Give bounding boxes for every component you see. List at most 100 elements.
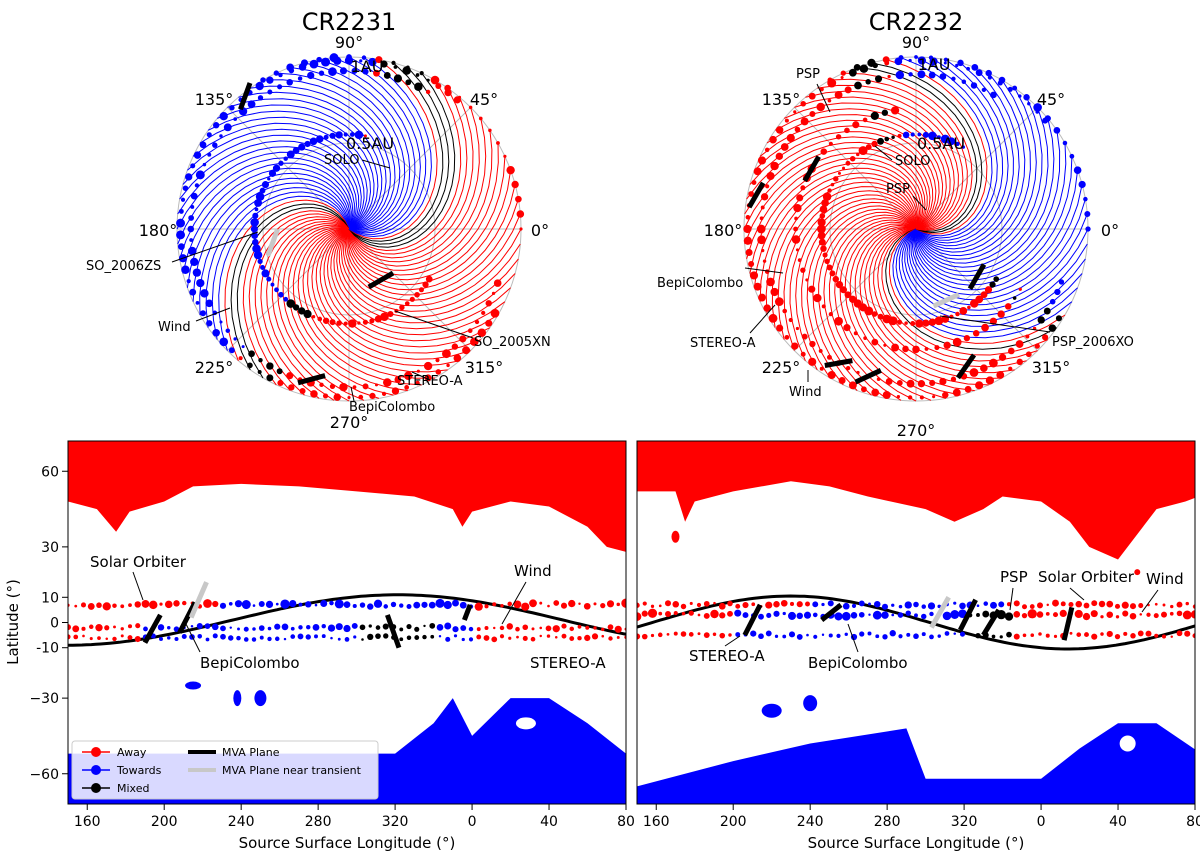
track-point (758, 293, 766, 302)
track-point (190, 257, 199, 267)
footpoint (773, 610, 780, 617)
track-point (381, 391, 387, 396)
footpoint (1139, 613, 1143, 616)
track-point (887, 74, 891, 79)
track-point (212, 142, 218, 148)
track-point (1018, 94, 1022, 98)
footpoint (681, 611, 686, 616)
footpoint (1154, 602, 1158, 606)
footpoint (742, 601, 749, 609)
footpoint (164, 600, 173, 609)
footpoint (868, 613, 871, 616)
field-line (915, 118, 1055, 272)
track-point (253, 250, 263, 260)
footpoint (476, 634, 482, 640)
angle-label-135: 135° (762, 90, 801, 109)
polarity-patch (803, 695, 818, 712)
track-point (952, 337, 962, 347)
track-point (247, 362, 253, 369)
footpoint (343, 601, 351, 608)
footpoint (858, 611, 865, 618)
track-point (975, 295, 984, 304)
field-line (898, 228, 1083, 327)
track-point (800, 267, 806, 273)
footpoint (243, 626, 249, 632)
field-line (302, 228, 436, 379)
mva-plane-transient (265, 228, 280, 257)
footpoint (621, 598, 626, 608)
track-point (922, 131, 929, 138)
track-point (1078, 180, 1086, 189)
track-point (837, 171, 841, 175)
track-point (840, 75, 844, 80)
footpoint (453, 634, 458, 638)
sc-label-psp2006xo: PSP_2006XO (1052, 335, 1134, 350)
track-point (298, 307, 306, 315)
footpoint (1074, 609, 1083, 619)
footpoint (220, 633, 226, 640)
field-line (347, 170, 512, 286)
field-line (859, 227, 989, 386)
track-point (981, 87, 987, 93)
footpoint (1170, 604, 1174, 609)
track-point (757, 235, 766, 245)
track-point (998, 76, 1006, 84)
track-point (989, 358, 998, 368)
footpoint (658, 611, 663, 616)
footpoint (1129, 603, 1137, 610)
track-point (877, 137, 885, 145)
footpoint (713, 601, 716, 605)
track-point (250, 225, 258, 233)
track-point (380, 60, 388, 68)
track-point (775, 152, 784, 161)
track-point (843, 324, 851, 332)
track-point (444, 84, 451, 92)
field-line (348, 57, 432, 238)
footpoint (515, 626, 520, 632)
mva-plane (955, 353, 977, 380)
track-point (963, 334, 971, 342)
callout-line (394, 310, 474, 339)
track-point (393, 74, 402, 83)
footpoint (220, 625, 226, 632)
track-point (362, 383, 369, 390)
track-point (316, 135, 324, 143)
mva-plane (854, 368, 882, 385)
footpoint (591, 633, 599, 640)
field-line (829, 78, 968, 231)
track-point (1012, 85, 1018, 91)
footpoint (1098, 600, 1106, 608)
field-line (227, 98, 383, 230)
track-point (819, 205, 828, 214)
track-point (753, 282, 762, 291)
footpoint (516, 635, 519, 639)
footpoint (1192, 604, 1195, 609)
track-point (821, 199, 829, 207)
footpoint (969, 633, 972, 636)
track-point (859, 64, 869, 73)
sc-label-solo: SOLO (324, 153, 360, 168)
footpoint (750, 630, 757, 637)
field-line (915, 97, 1043, 264)
field-line (238, 91, 387, 230)
x-tick-label: 160 (643, 814, 670, 830)
footpoint (1182, 610, 1192, 620)
track-point (374, 383, 378, 387)
footpoint (593, 602, 597, 606)
field-line (348, 59, 438, 240)
track-point (1018, 287, 1022, 291)
footpoint (196, 622, 203, 629)
footpoint (650, 604, 655, 608)
track-point (849, 155, 856, 162)
footpoint (637, 612, 642, 621)
footpoint (1106, 630, 1113, 638)
x-tick-label: 240 (228, 814, 255, 830)
polarity-patch (1134, 569, 1141, 576)
footpoint (642, 601, 647, 606)
field-line (914, 156, 1073, 286)
sc-label-wind: Wind (158, 320, 191, 335)
callout-line (501, 581, 527, 625)
footpoint (1082, 612, 1091, 621)
field-line (839, 221, 932, 401)
track-point (952, 388, 961, 397)
